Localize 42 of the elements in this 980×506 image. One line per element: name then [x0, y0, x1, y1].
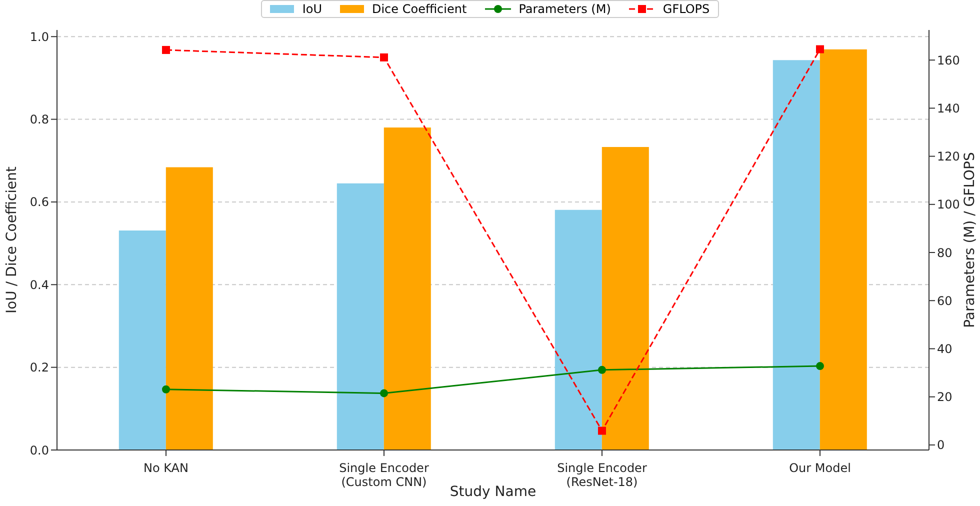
- bar: [336, 183, 384, 450]
- y2-tick-label: 20: [937, 390, 952, 404]
- point: [380, 53, 388, 62]
- point: [598, 366, 606, 374]
- y2-axis-title: Parameters (M) / GFLOPS: [962, 152, 978, 328]
- point: [816, 45, 824, 54]
- legend-label: Parameters (M): [518, 2, 611, 16]
- y2-tick-label: 40: [937, 342, 952, 356]
- bar: [602, 146, 649, 450]
- point: [380, 389, 388, 398]
- y-tick-label: 1.0: [30, 30, 49, 44]
- y2-tick-label: 60: [937, 294, 952, 308]
- y2-tick-label: 160: [937, 53, 960, 68]
- y2-tick-label: 0: [937, 438, 945, 452]
- legend-label: Dice Coefficient: [372, 2, 467, 16]
- legend-label: GFLOPS: [662, 2, 710, 16]
- y2-tick-label: 80: [937, 246, 952, 260]
- y-tick-label: 0.6: [30, 195, 49, 210]
- point: [162, 385, 170, 394]
- x-tick-label: No KAN: [144, 461, 188, 475]
- y-tick-label: 0.2: [30, 360, 49, 375]
- y-tick-label: 0.0: [30, 443, 49, 458]
- x-tick-label: Single Encoder (Custom CNN): [339, 461, 429, 489]
- point: [816, 362, 824, 370]
- y2-tick-label: 140: [937, 101, 960, 116]
- x-tick-label: Our Model: [789, 461, 851, 475]
- bar: [384, 128, 431, 450]
- bar: [166, 167, 213, 450]
- bar: [820, 49, 867, 450]
- y2-tick-label: 120: [937, 150, 960, 164]
- point: [598, 426, 606, 435]
- point: [162, 46, 170, 54]
- y-tick-label: 0.8: [30, 112, 49, 127]
- bar: [772, 60, 820, 450]
- bar: [554, 210, 602, 450]
- legend-label: IoU: [302, 2, 322, 16]
- x-axis-title: Study Name: [450, 484, 536, 500]
- y-axis-title: IoU / Dice Coefficient: [4, 166, 20, 314]
- bar: [118, 230, 166, 450]
- y-tick-label: 0.4: [30, 278, 49, 292]
- x-tick-label: Single Encoder (ResNet-18): [557, 461, 647, 489]
- y2-tick-label: 100: [937, 198, 960, 212]
